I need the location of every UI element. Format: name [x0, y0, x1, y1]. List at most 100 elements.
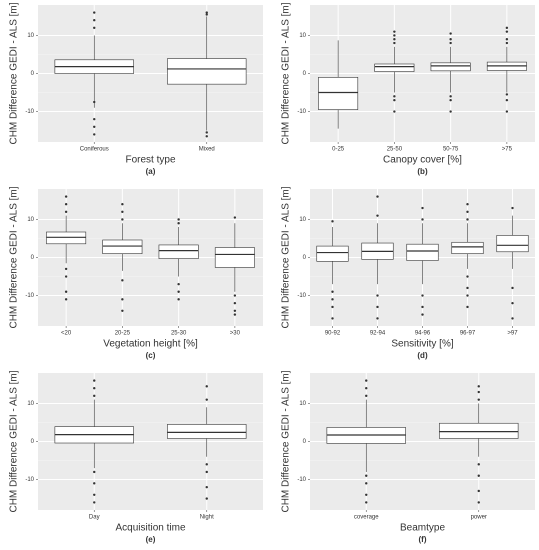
outlier [121, 309, 124, 312]
y-axis-label: CHM Difference GEDI - ALS [m] [9, 186, 20, 328]
outlier [205, 485, 208, 489]
outlier [505, 41, 509, 45]
outlier [393, 34, 396, 37]
box [158, 244, 199, 259]
y-tick-label: 0 [31, 255, 35, 261]
outlier [477, 390, 480, 394]
outlier [449, 110, 452, 113]
x-tick-label: >30 [230, 331, 241, 337]
outlier [64, 210, 68, 214]
y-tick-label: 10 [299, 401, 306, 407]
outlier [93, 482, 96, 485]
outlier [421, 206, 424, 210]
x-tick-label: 94-96 [415, 331, 431, 337]
outlier [93, 26, 96, 30]
y-tick-label: 0 [303, 439, 307, 445]
outlier [177, 290, 180, 293]
outlier [365, 474, 368, 477]
outlier [93, 117, 96, 121]
box [214, 247, 255, 268]
outlier [93, 100, 96, 104]
outlier [505, 38, 509, 41]
x-tick-label: Day [89, 515, 100, 521]
y-axis-label: CHM Difference GEDI - ALS [m] [281, 370, 292, 512]
y-tick-label: 0 [303, 71, 307, 77]
outlier [449, 95, 452, 98]
outlier [331, 305, 334, 309]
outlier [121, 279, 124, 282]
outlier [93, 501, 96, 504]
box [102, 239, 143, 254]
outlier [466, 203, 469, 206]
outlier [466, 294, 469, 297]
x-tick-label: 92-94 [370, 331, 386, 337]
x-tick-label: <20 [61, 331, 72, 337]
outlier [365, 493, 368, 496]
y-tick-label: 10 [299, 33, 306, 39]
y-tick-label: 10 [299, 217, 306, 223]
outlier [64, 290, 68, 293]
y-tick-label: 0 [31, 439, 35, 445]
outlier [449, 41, 452, 45]
box [439, 422, 519, 439]
x-tick-label: 20-25 [115, 331, 131, 337]
outlier [511, 206, 514, 210]
outlier [466, 275, 469, 278]
outlier [365, 501, 368, 504]
outlier [505, 93, 509, 96]
y-tick-label: -10 [297, 477, 306, 483]
outlier [477, 489, 480, 493]
outlier [64, 203, 68, 206]
outlier [93, 394, 96, 398]
x-axis-label: Acquisition time [115, 523, 185, 534]
outlier [177, 222, 180, 225]
outlier [393, 41, 396, 45]
outlier [233, 216, 237, 219]
x-tick-label: Mixed [199, 147, 215, 153]
x-tick-label: >97 [507, 331, 518, 337]
outlier [64, 195, 68, 198]
box [406, 243, 439, 261]
outlier [233, 301, 237, 305]
outlier [477, 501, 480, 504]
x-tick-label: 90-92 [325, 331, 341, 337]
outlier [393, 95, 396, 98]
outlier [449, 98, 452, 102]
x-tick-label: power [471, 515, 487, 521]
outlier [233, 309, 237, 312]
outlier [466, 305, 469, 309]
outlier [393, 98, 396, 102]
y-tick-label: 10 [27, 217, 34, 223]
outlier [477, 463, 480, 466]
outlier [466, 218, 469, 221]
x-axis-label: Vegetation height [%] [103, 339, 198, 350]
outlier [205, 385, 208, 388]
x-tick-label: 96-97 [460, 331, 476, 337]
outlier [331, 290, 334, 293]
outlier [376, 214, 379, 217]
outlier [177, 218, 180, 221]
outlier [93, 133, 96, 136]
x-tick-label: 25-50 [387, 147, 403, 153]
outlier [121, 210, 124, 214]
y-axis-label: CHM Difference GEDI - ALS [m] [9, 370, 20, 512]
outlier [205, 398, 208, 401]
panel-label: (c) [146, 351, 156, 360]
outlier [421, 305, 424, 309]
y-tick-label: -10 [297, 293, 306, 299]
outlier [365, 482, 368, 485]
x-axis-label: Forest type [125, 155, 175, 166]
outlier [511, 286, 514, 290]
panel-label: (d) [417, 351, 428, 360]
outlier [365, 387, 368, 390]
outlier [93, 470, 96, 474]
outlier [505, 26, 509, 30]
x-tick-label: coverage [354, 515, 379, 521]
outlier [205, 131, 208, 134]
outlier [466, 286, 469, 290]
outlier [64, 298, 68, 301]
y-axis-label: CHM Difference GEDI - ALS [m] [9, 2, 20, 144]
y-tick-label: 0 [31, 71, 35, 77]
box [167, 58, 247, 85]
